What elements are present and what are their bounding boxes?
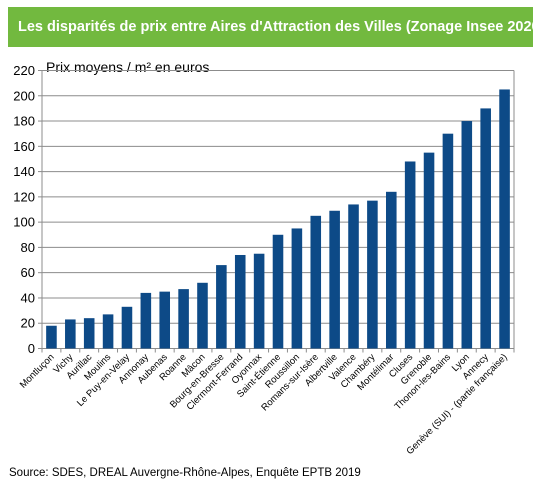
bar: [159, 291, 171, 349]
bar: [253, 253, 265, 349]
y-tick-label: 120: [13, 189, 35, 204]
y-tick-label: 20: [21, 316, 35, 331]
y-tick-label: 80: [21, 240, 35, 255]
chart-title: Les disparités de prix entre Aires d'Att…: [8, 7, 533, 47]
y-tick-label: 140: [13, 164, 35, 179]
bar: [480, 108, 491, 349]
bar: [348, 204, 359, 349]
bar: [216, 265, 227, 349]
bar: [140, 292, 152, 349]
y-tick-label: 220: [13, 63, 35, 78]
y-axis-label: Prix moyens / m² en euros: [46, 59, 209, 75]
source-note: Source: SDES, DREAL Auvergne-Rhône-Alpes…: [9, 467, 361, 479]
bar: [499, 89, 510, 349]
bar: [272, 234, 284, 349]
y-tick-label: 40: [21, 290, 35, 305]
bar: [367, 200, 378, 349]
bar: [442, 133, 454, 349]
y-tick-label: 0: [28, 341, 35, 356]
bar: [385, 191, 397, 349]
bar: [461, 121, 473, 349]
y-tick-labels: 0 20 40 60 80 100 120 140 160 180 200 220: [13, 63, 35, 356]
bar: [102, 314, 114, 349]
y-tick-label: 100: [13, 215, 35, 230]
bar: [310, 215, 322, 349]
y-tick-label: 200: [13, 88, 35, 103]
bar: [178, 289, 189, 349]
bar: [291, 228, 303, 349]
y-tick-label: 60: [21, 265, 35, 280]
y-tick-label: 160: [13, 139, 35, 154]
bar: [46, 325, 57, 349]
bar: [329, 210, 340, 349]
bar: [197, 282, 208, 349]
bar: [121, 306, 133, 349]
bar: [404, 161, 416, 349]
bar: [83, 318, 95, 349]
bar: [423, 152, 435, 349]
bar: [65, 319, 76, 349]
y-tick-label: 180: [13, 114, 35, 129]
x-tick-label: Montluçon: [18, 352, 57, 391]
bar: [234, 254, 246, 349]
bars: [46, 89, 510, 349]
